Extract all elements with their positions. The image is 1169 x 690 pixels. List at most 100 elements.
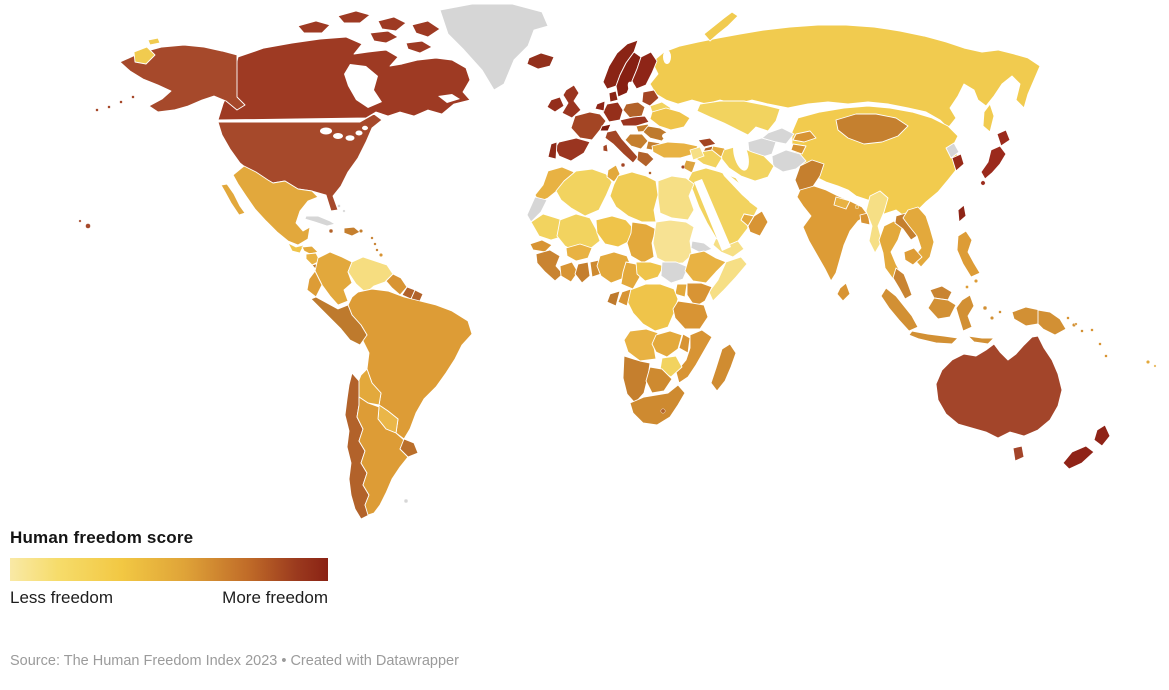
region-fiji[interactable]	[1145, 360, 1150, 365]
region-nepal[interactable]	[833, 196, 851, 210]
region-united-kingdom[interactable]	[561, 84, 582, 119]
region-russia-sakhalin[interactable]	[982, 103, 995, 133]
region-tajikistan[interactable]	[790, 143, 807, 155]
region-new-zealand-south[interactable]	[1062, 445, 1095, 470]
region-libya[interactable]	[609, 171, 659, 223]
region-kenya[interactable]	[686, 282, 713, 308]
region-crete[interactable]	[648, 171, 652, 175]
region-mali[interactable]	[556, 213, 601, 254]
region-guatemala[interactable]	[287, 242, 305, 254]
region-bahamas[interactable]	[342, 209, 346, 213]
region-ukraine[interactable]	[649, 107, 691, 131]
region-australia[interactable]	[935, 335, 1063, 439]
region-aleutian-island[interactable]	[95, 108, 99, 112]
region-lesotho[interactable]	[660, 408, 666, 414]
region-pacific-island[interactable]	[1098, 342, 1102, 346]
region-uganda[interactable]	[674, 283, 688, 298]
region-georgia[interactable]	[697, 137, 717, 148]
region-vietnam[interactable]	[902, 206, 935, 268]
region-ecuador[interactable]	[306, 270, 323, 298]
region-indonesia-papua[interactable]	[1011, 306, 1041, 327]
region-lesser-antilles[interactable]	[373, 242, 377, 246]
region-indonesia-moluccas[interactable]	[990, 316, 995, 321]
region-hawaii[interactable]	[85, 223, 91, 229]
region-nicaragua[interactable]	[305, 252, 321, 266]
region-canada-arctic-island[interactable]	[369, 30, 399, 44]
region-sri-lanka[interactable]	[836, 282, 851, 302]
region-morocco[interactable]	[534, 166, 575, 203]
region-spain[interactable]	[554, 137, 591, 162]
region-mexico-baja[interactable]	[220, 183, 246, 216]
region-papua-new-guinea[interactable]	[1037, 309, 1067, 336]
region-cuba[interactable]	[304, 215, 336, 227]
region-guyana[interactable]	[385, 273, 408, 296]
region-central-african-republic[interactable]	[635, 261, 665, 282]
region-aleutian-island[interactable]	[119, 100, 123, 104]
region-sudan[interactable]	[652, 219, 695, 265]
region-venezuela[interactable]	[347, 256, 394, 294]
region-pacific-island[interactable]	[1104, 354, 1108, 358]
region-japan-honshu[interactable]	[980, 145, 1007, 180]
region-italy[interactable]	[604, 129, 639, 164]
region-philippines-island[interactable]	[965, 285, 969, 289]
region-bhutan[interactable]	[855, 204, 860, 209]
region-botswana[interactable]	[645, 366, 673, 394]
region-usa-alaska[interactable]	[119, 44, 246, 113]
region-south-korea[interactable]	[951, 153, 965, 172]
region-canada-arctic-island[interactable]	[377, 16, 407, 32]
region-philippines[interactable]	[956, 230, 981, 278]
region-bahamas[interactable]	[337, 204, 341, 208]
region-malaysia-peninsula[interactable]	[892, 267, 913, 300]
region-taiwan[interactable]	[957, 204, 967, 223]
region-uzbekistan[interactable]	[761, 127, 795, 145]
region-russia[interactable]	[649, 24, 1041, 129]
region-hispaniola[interactable]	[343, 226, 361, 237]
region-algeria[interactable]	[555, 168, 613, 217]
region-fiji[interactable]	[1153, 364, 1157, 368]
region-austria-czechia[interactable]	[619, 115, 650, 127]
region-south-sudan[interactable]	[660, 261, 689, 284]
region-burkina-faso[interactable]	[565, 243, 593, 262]
region-ghana[interactable]	[574, 261, 591, 284]
region-indonesia-java[interactable]	[908, 330, 959, 345]
region-somalia[interactable]	[708, 256, 748, 302]
region-balkans[interactable]	[624, 133, 649, 150]
region-indonesia-sulawesi[interactable]	[955, 294, 975, 332]
region-benelux[interactable]	[594, 100, 606, 112]
region-lesser-antilles[interactable]	[370, 236, 374, 240]
region-syria[interactable]	[689, 146, 705, 161]
region-switzerland[interactable]	[599, 123, 612, 132]
region-finland[interactable]	[631, 51, 658, 90]
region-malaysia-borneo[interactable]	[929, 285, 953, 301]
region-hawaii[interactable]	[78, 219, 82, 223]
region-pacific-island[interactable]	[1090, 328, 1094, 332]
region-senegal[interactable]	[529, 239, 553, 253]
region-tasmania[interactable]	[1012, 445, 1025, 462]
region-ethiopia[interactable]	[684, 250, 727, 284]
region-canada-arctic-island[interactable]	[337, 10, 371, 24]
region-jamaica[interactable]	[328, 228, 334, 234]
region-tanzania[interactable]	[672, 300, 709, 330]
region-dr-congo[interactable]	[626, 283, 679, 332]
region-canada-arctic-island[interactable]	[297, 20, 331, 34]
region-indonesia-lesser-sunda[interactable]	[967, 335, 995, 345]
region-angola[interactable]	[623, 328, 659, 362]
region-kyrgyzstan[interactable]	[792, 130, 817, 143]
region-canada[interactable]	[217, 36, 471, 121]
region-russia-novaya-zemlya[interactable]	[703, 11, 739, 42]
region-bangladesh[interactable]	[859, 212, 871, 226]
region-chad[interactable]	[626, 221, 657, 264]
region-pacific-island[interactable]	[1066, 316, 1070, 320]
region-indonesia-sumatra[interactable]	[880, 287, 919, 332]
region-indonesia-moluccas[interactable]	[982, 305, 988, 311]
region-madagascar[interactable]	[710, 343, 737, 392]
region-mexico[interactable]	[232, 165, 319, 246]
region-zimbabwe[interactable]	[659, 355, 683, 378]
region-aleutian-island[interactable]	[107, 105, 111, 109]
region-ireland[interactable]	[546, 96, 565, 113]
region-png-island[interactable]	[1080, 329, 1084, 333]
region-trinidad[interactable]	[379, 252, 384, 257]
region-japan-kyushu[interactable]	[980, 180, 986, 186]
region-greenland[interactable]	[439, 3, 549, 91]
region-iceland[interactable]	[526, 52, 555, 70]
